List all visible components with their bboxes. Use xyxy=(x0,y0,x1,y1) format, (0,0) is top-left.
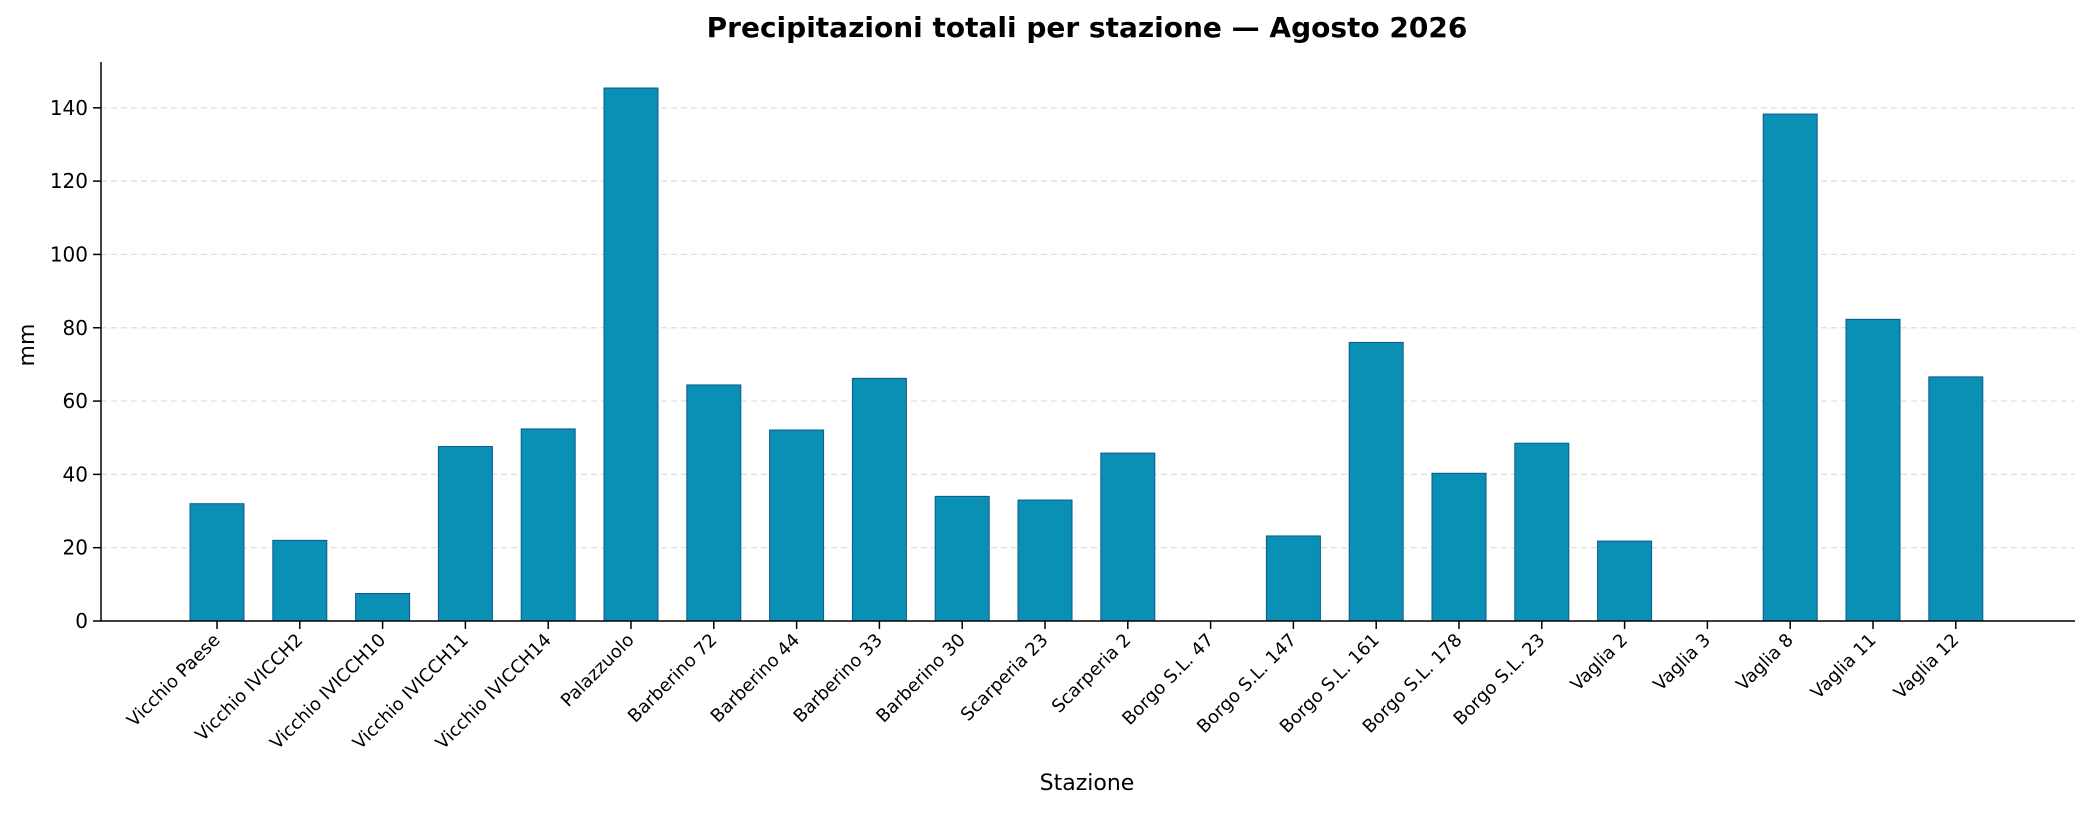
gridlines xyxy=(101,107,2075,549)
bar xyxy=(851,377,907,622)
bar xyxy=(272,539,328,622)
bar xyxy=(189,503,245,622)
bar xyxy=(1597,540,1653,622)
x-axis-label: Stazione xyxy=(1040,771,1135,796)
x-tick-label: Scarperia 23 xyxy=(957,630,1053,726)
bar xyxy=(1017,499,1073,622)
y-tick-label: 40 xyxy=(63,462,88,486)
x-tick-label: Vaglia 12 xyxy=(1890,630,1964,704)
bar xyxy=(1928,376,1984,622)
y-axis-label: mm xyxy=(15,324,40,367)
bar xyxy=(437,446,493,622)
bar xyxy=(1762,113,1818,622)
y-tick-label: 80 xyxy=(63,316,88,340)
bar xyxy=(355,593,411,622)
bar xyxy=(1845,318,1901,622)
y-tick-label: 100 xyxy=(50,242,88,266)
x-tick-label: Palazzuolo xyxy=(557,630,639,712)
bar xyxy=(1348,341,1404,622)
x-tick-label: Vaglia 11 xyxy=(1807,630,1881,704)
bars xyxy=(189,87,1984,622)
x-tick-label: Barberino 30 xyxy=(872,630,969,727)
axes xyxy=(100,62,2075,622)
chart-title: Precipitazioni totali per stazione — Ago… xyxy=(707,11,1468,44)
y-tick-label: 120 xyxy=(50,169,88,193)
y-ticks: 0 20 40 60 80 100 120 140 xyxy=(50,96,101,633)
bar xyxy=(1265,535,1321,622)
bar xyxy=(686,384,742,622)
y-tick-label: 20 xyxy=(63,536,88,560)
y-tick-label: 140 xyxy=(50,96,88,120)
bar xyxy=(520,428,576,622)
y-tick-label: 0 xyxy=(75,609,88,633)
y-tick-label: 60 xyxy=(63,389,88,413)
bar xyxy=(1514,442,1570,622)
bar xyxy=(934,495,990,622)
x-tick-label: Vaglia 2 xyxy=(1567,630,1632,695)
x-tick-label: Vaglia 3 xyxy=(1649,630,1714,695)
bar xyxy=(603,87,659,622)
bar xyxy=(769,429,825,622)
bar xyxy=(1431,472,1487,622)
x-tick-label: Scarperia 2 xyxy=(1048,630,1136,718)
bar xyxy=(1100,452,1156,622)
x-tick-label: Vaglia 8 xyxy=(1732,630,1797,695)
